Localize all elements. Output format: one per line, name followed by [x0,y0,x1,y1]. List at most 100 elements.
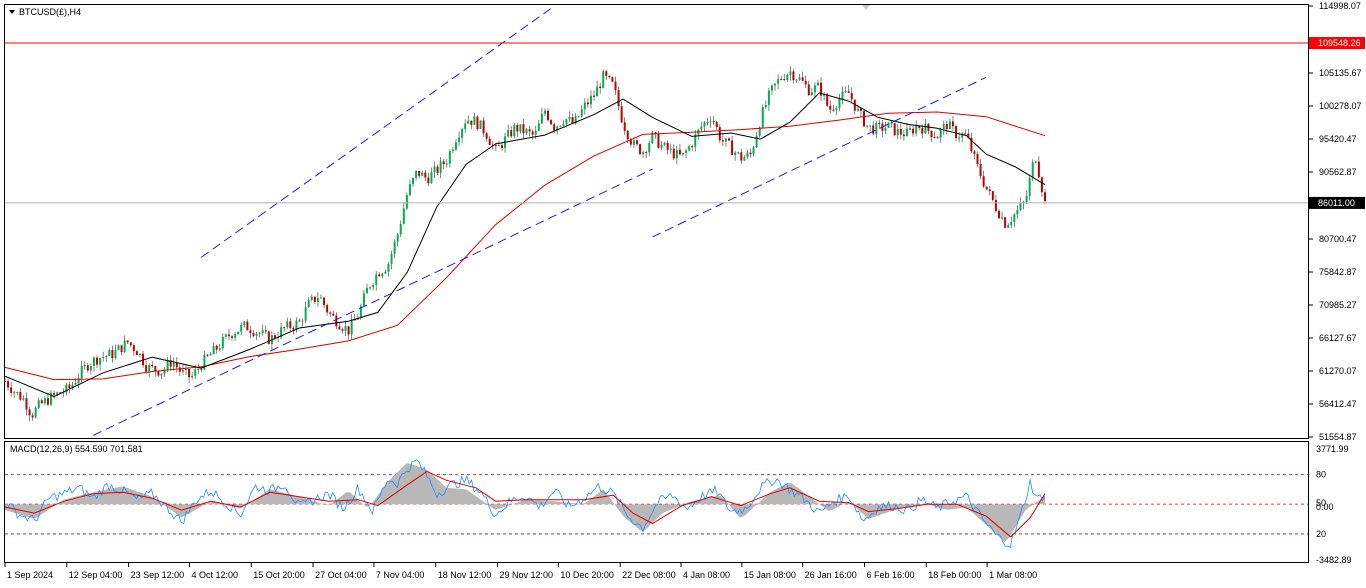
candle-body [142,353,145,366]
candle-body [1019,203,1022,210]
candle-body [13,392,16,394]
candle-body [86,365,89,371]
candle-body [206,354,209,356]
time-tick-label: 29 Nov 12:00 [500,570,554,580]
candle-body [869,125,872,127]
candle-body [973,151,976,154]
candle-body [813,85,816,93]
candle-body [249,330,252,334]
candle-body [985,186,988,190]
price-tick-label: 61270.07 [1319,366,1357,376]
candle-body [611,77,614,82]
candle-body [994,199,997,211]
time-tick-label: 23 Sep 12:00 [131,570,185,580]
candle-body [629,139,632,145]
candle-body [847,91,850,93]
candle-body [982,176,985,187]
candle-body [875,122,878,134]
candle-body [589,95,592,105]
candle-body [899,128,902,135]
chart-title: BTCUSD(£),H4 [19,7,81,17]
candle-body [181,369,184,372]
candle-body [820,82,823,96]
candle-body [197,368,200,370]
candle-body [562,123,565,126]
candle-body [816,82,819,86]
candle-body [200,368,203,370]
time-axis[interactable]: 1 Sep 2024 12 Sep 04:00 23 Sep 12:00 4 Oct … [4,563,1037,580]
candle-body [749,152,752,155]
candle-body [970,137,973,152]
candle-body [7,381,10,388]
time-tick-label: 15 Oct 20:00 [253,570,305,580]
candle-body [372,284,375,288]
candle-body [728,138,731,141]
candle-body [651,132,654,144]
price-tick-label: 80700.47 [1319,234,1357,244]
candle-body [1044,192,1046,201]
candle-body [850,92,853,100]
candle-body [829,105,832,110]
macd-axis[interactable]: 3771.99 80 500.00 20 -3482.89 [1316,444,1352,565]
candle-body [332,313,335,316]
candle-body [335,315,338,327]
candle-body [169,360,172,367]
candle-body [580,109,583,117]
candle-body [626,130,629,140]
candle-body [283,327,286,329]
candle-body [132,345,135,352]
candle-body [583,102,586,110]
channel-lower-line [93,168,653,436]
chart-title-group[interactable]: BTCUSD(£),H4 [9,7,81,17]
candle-body [396,234,399,242]
candle-body [53,392,56,395]
candle-body [1013,214,1016,222]
candle-body [761,107,764,128]
candle-body [289,321,292,328]
candle-body [513,125,516,137]
candle-body [752,147,755,155]
candle-body [681,152,684,155]
macd-indicator [4,459,1308,549]
candle-body [540,113,543,124]
candle-body [706,122,709,124]
candle-body [286,321,289,328]
candle-body [884,127,887,131]
candle-body [22,398,25,400]
candle-body [550,120,553,125]
candle-body [71,384,74,389]
candle-body [1028,178,1031,197]
candle-body [798,77,801,80]
time-tick-label: 26 Jan 16:00 [805,570,857,580]
price-axis[interactable]: 114998.07 105135.67 100278.07 95420.47 90562… [1309,1,1362,442]
price-tick-label: 56412.47 [1319,399,1357,409]
candle-body [80,366,83,379]
candle-body [746,152,749,158]
candle-body [602,71,605,89]
candle-body [731,140,734,155]
time-tick-label: 1 Sep 2024 [7,570,53,580]
dropdown-triangle-icon[interactable] [9,10,15,14]
candle-body [28,409,31,416]
candle-body [703,122,706,127]
candle-body [209,354,212,356]
time-tick-label: 18 Nov 12:00 [438,570,492,580]
candle-body [50,392,53,405]
candle-body [574,116,577,124]
candle-body [620,106,623,123]
candle-body [890,122,893,124]
candle-body [341,329,344,331]
candle-body [694,134,697,147]
candle-body [764,104,767,108]
time-tick-label: 22 Dec 08:00 [622,570,676,580]
candle-body [83,365,86,367]
candle-body [267,331,270,344]
candle-body [709,121,712,123]
candle-body [700,126,703,130]
candle-body [273,335,276,339]
shift-marker-icon[interactable] [862,5,870,10]
candle-body [114,349,117,359]
candle-body [347,326,350,335]
candle-body [767,90,770,105]
